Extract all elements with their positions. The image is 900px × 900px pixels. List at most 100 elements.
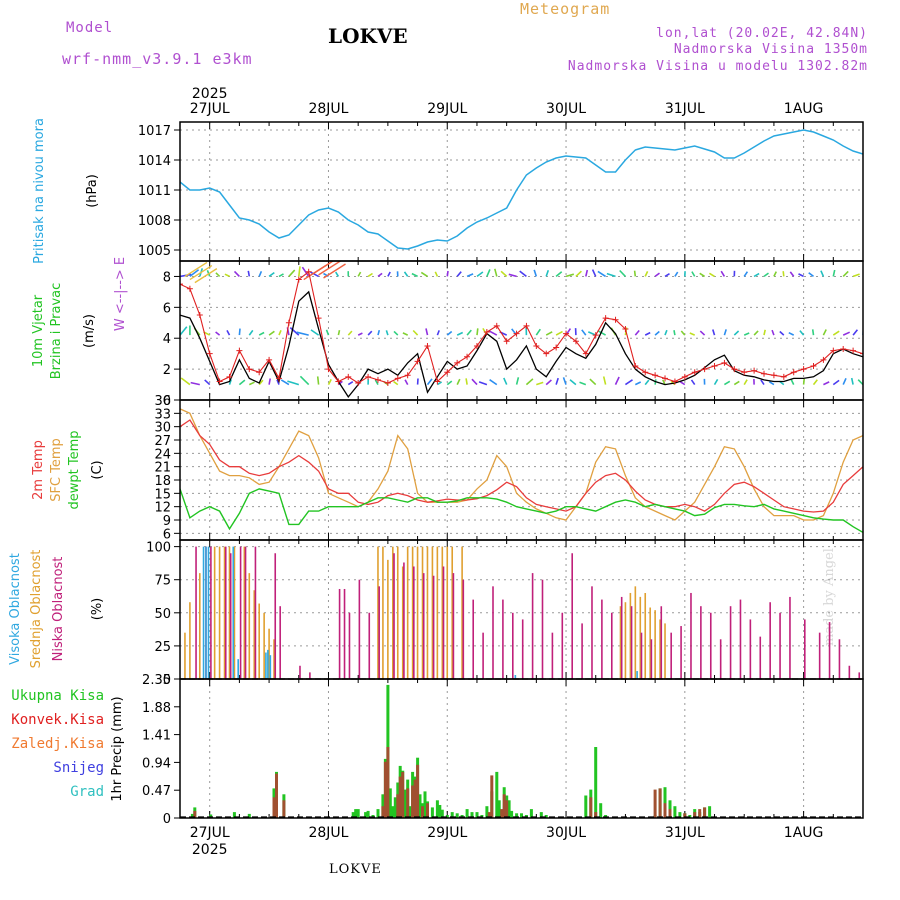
wind-arrow bbox=[411, 272, 418, 278]
wind-arrow bbox=[842, 331, 851, 336]
wind-arrow bbox=[743, 271, 749, 277]
panel-frame bbox=[179, 678, 864, 819]
wind-arrow bbox=[768, 381, 775, 386]
total-precip-bar bbox=[393, 797, 397, 818]
wind-arrow bbox=[347, 330, 353, 336]
total-precip-bar bbox=[544, 815, 548, 818]
wind-speed-line bbox=[180, 290, 863, 399]
wind-gust-marker bbox=[226, 373, 233, 380]
wind-arrow bbox=[820, 270, 825, 277]
wind-arrow bbox=[318, 261, 341, 276]
total-precip-bar bbox=[495, 771, 499, 818]
wind-arrow bbox=[555, 330, 563, 336]
wind-arrow bbox=[436, 381, 443, 386]
wind-gust-marker bbox=[295, 276, 302, 283]
wind-gust-marker bbox=[434, 378, 441, 385]
total-precip-bar bbox=[450, 812, 454, 818]
date-label-bottom: 27JUL bbox=[190, 825, 230, 841]
wind-arrow bbox=[215, 331, 221, 336]
wind-arrow bbox=[581, 329, 587, 336]
wind-arrow bbox=[478, 381, 488, 386]
wind-arrow bbox=[402, 332, 409, 336]
y-tick-label: 1017 bbox=[138, 124, 171, 139]
wind-arrow bbox=[316, 376, 320, 385]
y-tick-label: 100 bbox=[146, 541, 171, 556]
wind-gust-marker bbox=[236, 347, 243, 354]
conv-precip-bar bbox=[502, 794, 506, 818]
wind-gust-marker bbox=[780, 373, 787, 380]
precip-legend-3: Snijeg bbox=[53, 760, 104, 776]
wind-arrow bbox=[503, 377, 508, 385]
total-precip-bar bbox=[438, 805, 442, 818]
wind-arrow bbox=[456, 331, 464, 336]
conv-precip-bar bbox=[703, 807, 707, 818]
wind-arrow bbox=[204, 379, 211, 386]
wind-arrow bbox=[403, 271, 409, 277]
wind-arrow bbox=[862, 275, 863, 277]
year-label-bottom: 2025 bbox=[192, 842, 228, 858]
total-precip-bar bbox=[539, 812, 543, 818]
conv-precip-bar bbox=[401, 771, 405, 818]
wind-arrow bbox=[248, 381, 255, 386]
date-label-bottom: 31JUL bbox=[665, 825, 705, 841]
wind-arrow bbox=[296, 331, 309, 336]
wind-arrow bbox=[298, 266, 301, 277]
wind-gust-marker bbox=[325, 366, 332, 373]
temp-unit: (C) bbox=[90, 460, 105, 479]
total-precip-bar bbox=[529, 809, 533, 818]
wind-arrow bbox=[233, 270, 240, 277]
total-precip-bar bbox=[381, 794, 385, 818]
wind-gust-marker bbox=[424, 342, 431, 349]
wind-gust-marker bbox=[533, 342, 540, 349]
total-precip-bar bbox=[485, 806, 489, 818]
total-precip-bar bbox=[403, 789, 407, 818]
cloud-unit: (%) bbox=[90, 598, 105, 621]
wind-arrow bbox=[425, 328, 429, 336]
wind-arrow bbox=[545, 331, 553, 336]
wind-gust-marker bbox=[731, 366, 738, 373]
wind-arrow bbox=[471, 378, 478, 386]
elevation: Nadmorska Visina 1350m bbox=[673, 42, 868, 57]
y-tick-label: 9 bbox=[163, 514, 171, 529]
wind-arrow bbox=[367, 330, 373, 336]
wind-arrow bbox=[327, 379, 332, 385]
wind-arrow bbox=[782, 271, 785, 277]
wind-arrow bbox=[189, 269, 200, 278]
wind-gust-marker bbox=[335, 378, 342, 385]
wind-arrow bbox=[857, 379, 863, 386]
lonlat: lon,lat (20.02E, 42.84N) bbox=[656, 26, 868, 41]
conv-precip-bar bbox=[653, 789, 657, 818]
y-tick-label: 4 bbox=[163, 332, 171, 347]
wind-arrow bbox=[812, 379, 818, 386]
total-precip-bar bbox=[465, 809, 469, 818]
wind-arrow bbox=[515, 377, 520, 385]
wind-gust-marker bbox=[493, 322, 500, 329]
wind-arrow bbox=[446, 330, 453, 336]
wind-gust-marker bbox=[523, 322, 530, 329]
wind-arrow bbox=[248, 329, 254, 336]
y-tick-label: 0.94 bbox=[142, 756, 171, 771]
wind-arrow bbox=[393, 330, 399, 336]
wind-arrow bbox=[562, 377, 567, 385]
y-tick-label: 24 bbox=[154, 447, 171, 462]
wind-arrow bbox=[258, 379, 264, 386]
wind-gust-marker bbox=[622, 325, 629, 332]
date-label-top: 31JUL bbox=[665, 101, 705, 117]
wind-arrow bbox=[446, 270, 449, 277]
y-tick-label: 50 bbox=[154, 607, 171, 622]
conv-precip-bar bbox=[411, 785, 415, 818]
wind-arrow bbox=[226, 330, 231, 336]
wind-arrow bbox=[779, 330, 785, 336]
conv-precip-bar bbox=[383, 761, 387, 818]
y-tick-label: 27 bbox=[154, 434, 171, 449]
y-tick-label: 1008 bbox=[138, 214, 171, 229]
wind-gust-marker bbox=[414, 358, 421, 365]
wind-gust-marker bbox=[216, 378, 223, 385]
wind-arrow bbox=[268, 378, 271, 385]
model-label: Model bbox=[66, 20, 114, 36]
total-precip-bar bbox=[354, 809, 358, 818]
wind-arrow bbox=[708, 272, 715, 278]
wind-arrow bbox=[323, 263, 346, 279]
wind-gust-marker bbox=[305, 268, 312, 275]
wind-arrow bbox=[337, 330, 341, 336]
